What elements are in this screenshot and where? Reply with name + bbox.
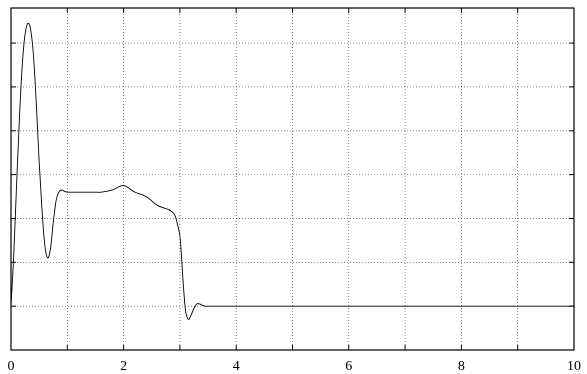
x-tick-label: 10	[567, 359, 581, 374]
x-tick-label: 0	[8, 359, 15, 374]
series-layer	[10, 22, 574, 320]
x-tick-labels: 0 2 4 6 8 10	[8, 359, 582, 374]
tick-layer	[10, 8, 575, 350]
x-tick-label: 6	[345, 359, 352, 374]
x-tick-label: 8	[458, 359, 465, 374]
grid-layer	[11, 8, 574, 350]
x-tick-label: 4	[233, 359, 240, 374]
series-line	[10, 22, 574, 320]
x-tick-label: 2	[120, 359, 127, 374]
